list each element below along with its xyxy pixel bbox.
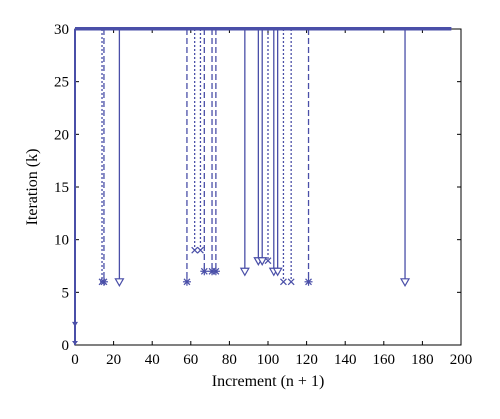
y-tick-label: 15 [54,180,69,196]
star-marker [211,267,220,276]
y-tick-label: 10 [54,233,69,249]
star-marker [99,277,108,286]
y-tick-label: 30 [54,22,69,38]
triangle-marker [399,278,411,288]
y-tick-label: 0 [62,338,70,354]
cross-marker [197,246,204,254]
triangle-marker [114,278,125,288]
x-tick-label: 120 [295,352,318,368]
x-tick-label: 80 [222,352,237,368]
x-tick-label: 60 [183,352,198,368]
cross-marker [264,257,272,265]
star-marker-stroke [183,278,191,286]
x-tick-label: 20 [106,352,121,368]
x-tick-label: 100 [257,352,280,368]
x-tick-label: 140 [334,352,357,368]
cross-marker-stroke [98,278,106,286]
cross-marker [280,278,287,286]
triangle-marker [239,267,250,277]
cross-marker-stroke [287,278,295,286]
cross-marker [98,278,106,286]
x-axis-label: Increment (n + 1) [212,373,325,390]
y-tick-label: 25 [54,75,69,91]
cross-marker-stroke [197,246,204,254]
star-marker-stroke [305,278,312,286]
star-marker-stroke [200,267,208,275]
series-layer [72,27,452,345]
cross-marker [287,278,295,286]
x-tick-label: 0 [71,352,79,368]
y-tick-label: 5 [62,285,70,301]
x-tick-label: 200 [450,352,473,368]
cross-marker-stroke [280,278,287,286]
cross-marker-stroke [264,257,272,265]
cross-marker [191,246,199,254]
cross-marker-stroke [191,246,199,254]
start-drop-marker-bottom [72,341,78,345]
x-tick-label: 160 [373,352,396,368]
star-marker [182,277,191,286]
triangle-marker [272,267,283,277]
triangle-marker [257,257,268,266]
x-tick-label: 180 [411,352,434,368]
start-drop-marker [72,321,78,327]
y-tick-label: 20 [54,127,69,143]
y-axis-label: Iteration (k) [24,149,41,226]
star-marker-stroke [212,267,220,275]
star-marker [200,267,209,276]
x-tick-label: 40 [145,352,160,368]
star-marker [304,277,313,286]
star-marker-stroke [100,278,108,286]
